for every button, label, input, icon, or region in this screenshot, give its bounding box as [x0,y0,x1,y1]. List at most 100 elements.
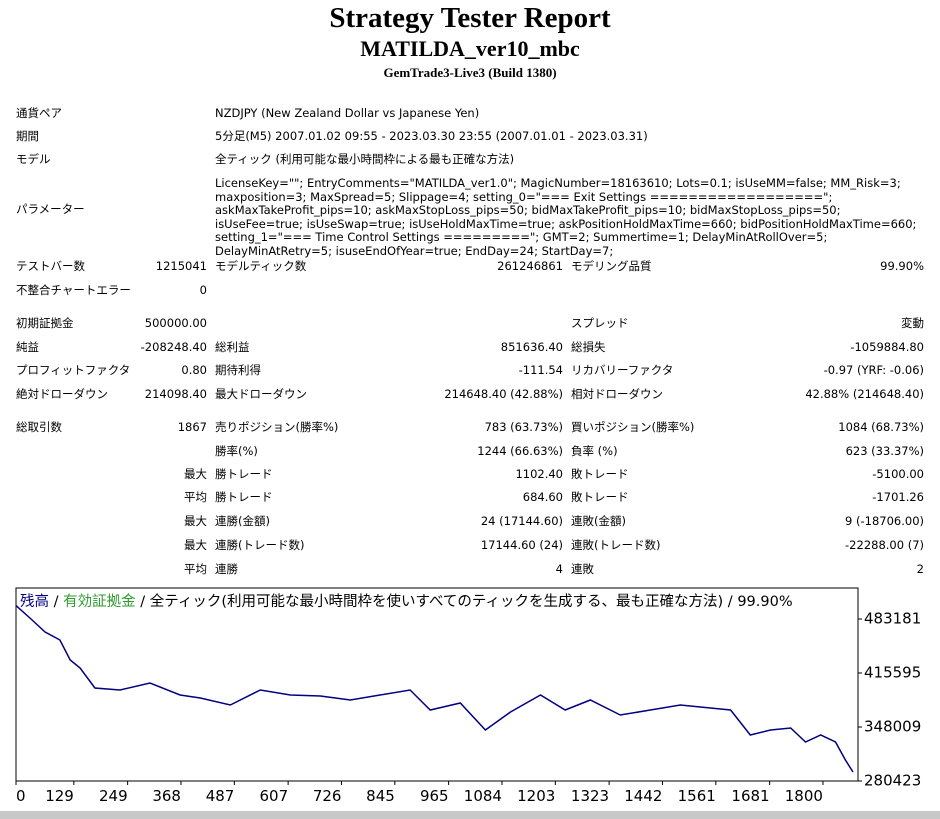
x-tick-label: 1203 [517,787,555,805]
summary-label: 最大ドローダウン [215,387,307,401]
y-tick-label: 280423 [864,772,921,790]
info-label: モデル [16,152,51,166]
summary-label: モデルティック数 [215,259,307,273]
summary-value: 99.90% [880,259,924,273]
summary-value: 平均 [184,562,207,576]
summary-label: 勝トレード [215,490,273,504]
balance-line [15,605,854,773]
summary-value: 214648.40 (42.88%) [444,387,563,401]
plot-frame [15,587,859,782]
summary-label: 買いポジション(勝率%) [571,420,695,434]
summary-label: 総利益 [215,340,250,354]
info-value: 5分足(M5) 2007.01.02 09:55 - 2023.03.30 23… [215,129,648,143]
x-tick-label: 368 [152,787,181,805]
summary-value: 1084 (68.73%) [838,420,924,434]
summary-value: 0 [199,283,207,297]
summary-label: 初期証拠金 [16,316,74,330]
summary-value: -1701.26 [872,490,924,504]
summary-value: 623 (33.37%) [845,444,924,458]
x-tick-label: 1084 [464,787,502,805]
summary-value: 最大 [184,467,207,481]
summary-label: 絶対ドローダウン [16,387,108,401]
chart-header: 残高 / 有効証拠金 / 全ティック(利用可能な最小時間枠を使いすべてのティック… [20,592,793,610]
x-tick-label: 1800 [785,787,823,805]
chart-title: 全ティック(利用可能な最小時間枠を使いすべてのティックを生成する、最も正確な方法… [150,592,723,610]
summary-label: 総損失 [571,340,606,354]
summary-label: 売りポジション(勝率%) [215,420,339,434]
summary-label: 勝トレード [215,467,273,481]
modeling-quality: 99.90% [737,594,792,610]
summary-value: -1059884.80 [850,340,924,354]
summary-value: 42.88% (214648.40) [805,387,924,401]
separator: / [136,594,150,610]
separator: / [49,594,63,610]
x-tick-label: 1323 [571,787,609,805]
info-label: 期間 [16,129,39,143]
summary-label: 総取引数 [16,420,62,434]
table-header-strip [0,811,940,819]
summary-value: 1244 (66.63%) [477,444,563,458]
summary-label: 連敗 [571,562,594,576]
summary-value: 500000.00 [144,316,207,330]
summary-value: 684.60 [522,490,563,504]
x-tick-label: 1561 [678,787,716,805]
x-tick-label: 726 [313,787,342,805]
summary-value: 9 (-18706.00) [845,514,924,528]
summary-value: 1102.40 [515,467,563,481]
summary-value: -0.97 (YRF: -0.06) [823,363,924,377]
summary-label: 敗トレード [571,467,629,481]
summary-value: -22288.00 (7) [845,538,924,552]
y-tick-label: 415595 [864,664,921,682]
summary-value: 平均 [184,490,207,504]
summary-value: 261246861 [497,259,563,273]
x-tick-label: 1681 [731,787,769,805]
server: GemTrade3-Live3 (Build 1380) [383,65,557,80]
summary-value: 214098.40 [144,387,207,401]
legend-balance: 残高 [20,593,49,610]
summary-label: プロフィットファクタ [16,363,131,377]
parameters: LicenseKey=""; EntryComments="MATILDA_ve… [215,176,917,258]
summary-label: 敗トレード [571,490,629,504]
summary-label: 連敗(金額) [571,514,626,528]
legend-equity: 有効証拠金 [63,593,136,610]
info-value: 全ティック (利用可能な最小時間枠による最も正確な方法) [215,152,515,166]
info-label: 通貨ペア [16,106,62,120]
summary-label: 連勝 [215,562,238,576]
summary-value: 0.80 [181,363,207,377]
x-tick-label: 1442 [624,787,662,805]
x-tick-label: 965 [420,787,449,805]
summary-label: モデリング品質 [571,259,652,273]
summary-label: リカバリーファクタ [571,363,674,377]
x-tick-label: 0 [16,787,26,805]
summary-label: 連敗(トレード数) [571,538,661,552]
summary-value: 17144.60 (24) [480,538,563,552]
summary-value: 4 [555,562,563,576]
y-tick-label: 348009 [864,718,921,736]
summary-label: 期待利得 [215,363,261,377]
info-value: NZDJPY (New Zealand Dollar vs Japanese Y… [215,106,480,120]
x-tick-label: 487 [206,787,235,805]
separator: / [723,594,737,610]
summary-label: 純益 [16,340,39,354]
summary-label: テストバー数 [16,259,85,273]
summary-label: 勝率(%) [215,444,258,458]
x-tick-label: 845 [366,787,395,805]
x-tick-label: 129 [45,787,74,805]
summary-value: 851636.40 [500,340,563,354]
report-subtitle: MATILDA_ver10_mbc [360,36,580,61]
summary-label: 連勝(トレード数) [215,538,305,552]
summary-label: 不整合チャートエラー [16,283,131,297]
summary-label: 負率 (%) [571,444,618,458]
summary-value: 最大 [184,514,207,528]
summary-value: 変動 [901,316,924,330]
summary-value: 24 (17144.60) [480,514,563,528]
summary-value: -5100.00 [872,467,924,481]
report-title: Strategy Tester Report [329,2,611,34]
summary-label: 連勝(金額) [215,514,270,528]
summary-value: -208248.40 [140,340,207,354]
summary-value: 1215041 [155,259,207,273]
summary-value: 1867 [177,420,207,434]
summary-label: スプレッド [571,316,629,330]
